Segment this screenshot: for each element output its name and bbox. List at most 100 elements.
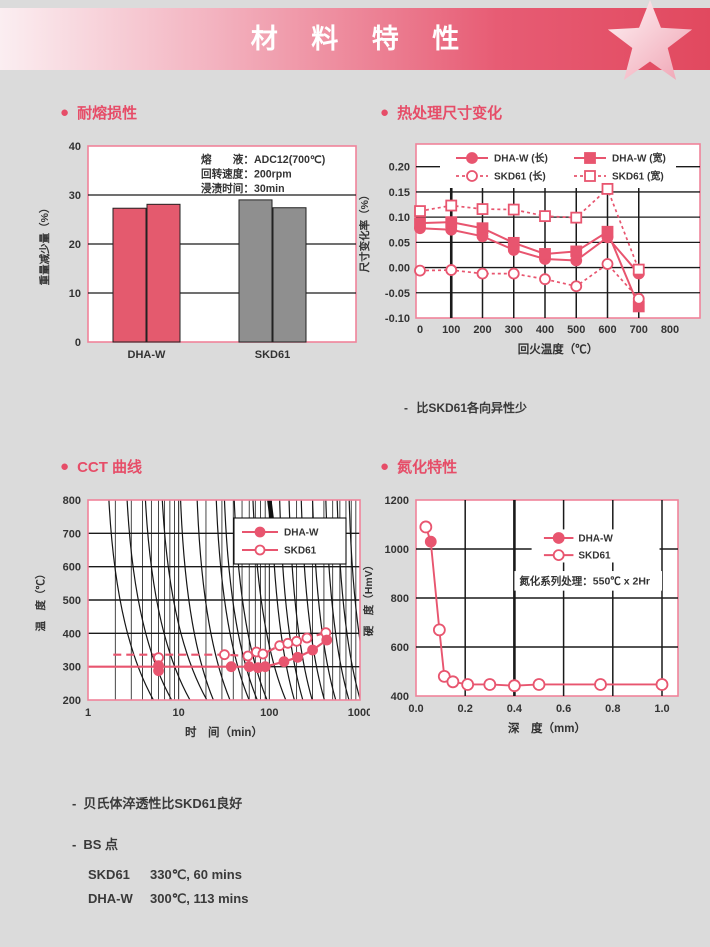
svg-text:回火温度（℃）: 回火温度（℃） (518, 342, 599, 356)
svg-text:熔 液：ADC12(700℃): 熔 液：ADC12(700℃) (201, 153, 325, 166)
svg-text:浸渍时间：30min: 浸渍时间：30min (201, 182, 285, 195)
note-text: 比SKD61各向异性少 (416, 401, 528, 415)
svg-text:深 度（mm）: 深 度（mm） (508, 721, 586, 735)
svg-text:300: 300 (63, 662, 81, 674)
bullet-icon: ● (60, 458, 70, 475)
svg-text:尺寸变化率（%）: 尺寸变化率（%） (358, 190, 371, 273)
svg-text:重量减少量（%）: 重量减少量（%） (38, 203, 51, 286)
nitriding-line-chart: DHA-W SKD61 氮化系列处理：550℃ x 2Hr 0.0 0.2 0.4 0.6 0… (362, 495, 679, 735)
svg-text:SKD61: SKD61 (255, 349, 290, 361)
star-icon (607, 0, 693, 80)
svg-text:1200: 1200 (385, 495, 409, 507)
svg-text:400: 400 (391, 691, 409, 703)
section-title-nitriding: ● 氮化特性 (380, 456, 457, 477)
svg-text:温 度（℃）: 温 度（℃） (34, 569, 47, 632)
svg-text:SKD61 (长): SKD61 (长) (494, 170, 546, 183)
footnotes-block: - 贝氏体淬透性比SKD61良好 - BS 点 SKD61 330℃, 60 m… (72, 793, 248, 915)
svg-text:0.05: 0.05 (389, 237, 410, 249)
svg-text:DHA-W: DHA-W (284, 528, 319, 539)
page-title: 材 料 特 性 (250, 24, 473, 54)
footnote-bs-point: - BS 点 (72, 834, 248, 853)
svg-text:700: 700 (630, 324, 648, 336)
svg-text:DHA-W (宽): DHA-W (宽) (612, 152, 666, 165)
svg-text:回转速度：200rpm: 回转速度：200rpm (201, 168, 292, 181)
svg-text:0: 0 (75, 337, 81, 349)
footnote-text: 贝氏体淬透性比SKD61良好 (83, 796, 243, 811)
section-title-text: CCT 曲线 (77, 459, 143, 476)
svg-text:1000: 1000 (348, 707, 370, 719)
material-value: 330℃, 60 mins (150, 867, 242, 882)
svg-text:600: 600 (598, 324, 616, 336)
material-value: 300℃, 113 mins (150, 891, 249, 906)
melt-loss-bar-chart: DHA-W SKD61 0 10 20 30 40 熔 液：ADC12(700℃) 回转速度：2… (38, 141, 357, 361)
svg-text:时 间（min）: 时 间（min） (185, 725, 263, 739)
svg-text:300: 300 (505, 324, 523, 336)
bullet-icon: ● (380, 104, 390, 121)
svg-text:800: 800 (661, 324, 679, 336)
svg-text:100: 100 (442, 324, 460, 336)
note-dash: - (404, 401, 408, 415)
svg-text:0.10: 0.10 (389, 212, 410, 224)
bs-point-row-dhaw: DHA-W 300℃, 113 mins (88, 891, 248, 907)
svg-text:40: 40 (69, 141, 81, 153)
svg-text:10: 10 (173, 707, 185, 719)
svg-text:600: 600 (63, 562, 81, 574)
svg-text:400: 400 (536, 324, 554, 336)
footnote-dash: - (72, 837, 77, 852)
dimension-change-note: - 比SKD61各向异性少 (404, 399, 527, 416)
svg-text:0.00: 0.00 (389, 263, 410, 275)
svg-text:10: 10 (69, 288, 81, 300)
svg-text:SKD61 (宽): SKD61 (宽) (612, 170, 664, 183)
section-title-cct: ● CCT 曲线 (60, 456, 142, 477)
bullet-icon: ● (60, 104, 70, 121)
svg-text:100: 100 (260, 707, 278, 719)
footnote-text: BS 点 (83, 837, 119, 852)
svg-text:200: 200 (63, 695, 81, 707)
svg-text:200: 200 (473, 324, 491, 336)
svg-text:20: 20 (69, 239, 81, 251)
svg-text:0.4: 0.4 (507, 703, 523, 715)
svg-text:-0.10: -0.10 (385, 313, 410, 325)
section-title-dimension-change: ● 热处理尺寸变化 (380, 102, 502, 123)
section-title-text: 氮化特性 (397, 459, 458, 476)
svg-text:SKD61: SKD61 (284, 546, 317, 557)
section-title-text: 热处理尺寸变化 (397, 105, 503, 122)
page-header-banner: 材 料 特 性 (0, 0, 710, 80)
svg-text:1.0: 1.0 (654, 703, 669, 715)
svg-text:1000: 1000 (385, 544, 409, 556)
svg-text:600: 600 (391, 642, 409, 654)
svg-text:0.15: 0.15 (389, 187, 410, 199)
material-name: SKD61 (88, 867, 130, 882)
bs-point-row-skd61: SKD61 330℃, 60 mins (88, 867, 248, 883)
section-title-text: 耐熔损性 (77, 105, 138, 122)
svg-text:DHA-W (长): DHA-W (长) (494, 152, 548, 165)
svg-text:0.2: 0.2 (458, 703, 473, 715)
svg-text:0.0: 0.0 (408, 703, 423, 715)
material-name: DHA-W (88, 891, 133, 906)
svg-text:700: 700 (63, 528, 81, 540)
svg-text:0.20: 0.20 (389, 162, 410, 174)
section-title-melt-loss: ● 耐熔损性 (60, 102, 137, 123)
svg-text:500: 500 (567, 324, 585, 336)
svg-text:0: 0 (417, 324, 423, 336)
svg-text:DHA-W: DHA-W (128, 349, 166, 361)
svg-text:500: 500 (63, 595, 81, 607)
svg-text:0.6: 0.6 (556, 703, 571, 715)
svg-text:1: 1 (85, 707, 91, 719)
cct-curve-chart: DHA-W SKD61 200 300 400 500 600 700 800 1 10 100 100… (34, 495, 370, 739)
svg-text:-0.05: -0.05 (385, 288, 410, 300)
svg-text:DHA-W: DHA-W (578, 533, 613, 544)
footnote-hardenability: - 贝氏体淬透性比SKD61良好 (72, 793, 248, 812)
svg-text:氮化系列处理：550℃ x 2Hr: 氮化系列处理：550℃ x 2Hr (519, 575, 650, 588)
svg-text:800: 800 (391, 593, 409, 605)
svg-text:400: 400 (63, 628, 81, 640)
footnote-dash: - (72, 796, 77, 811)
dimension-change-line-chart: DHA-W (长) DHA-W (宽) SKD61 (长) SKD61 (宽) 0.20… (358, 143, 701, 356)
svg-text:800: 800 (63, 495, 81, 507)
svg-text:30: 30 (69, 190, 81, 202)
bullet-icon: ● (380, 458, 390, 475)
svg-text:SKD61: SKD61 (578, 551, 611, 562)
svg-text:硬 度（HmV）: 硬 度（HmV） (362, 560, 375, 636)
svg-text:0.8: 0.8 (605, 703, 620, 715)
